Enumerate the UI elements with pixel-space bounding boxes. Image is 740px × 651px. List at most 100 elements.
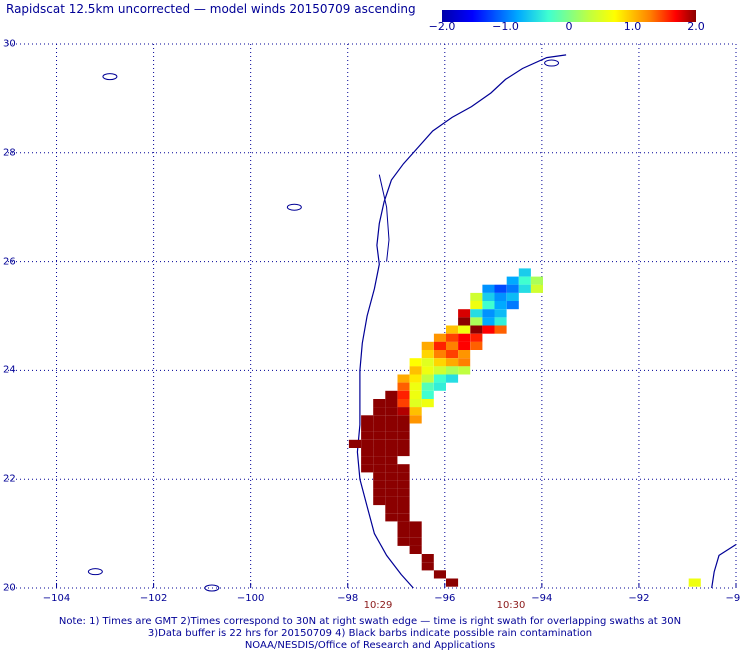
x-tick-label: −96	[434, 593, 456, 604]
wind-diff-cell	[385, 488, 398, 497]
wind-diff-cell	[385, 399, 398, 408]
wind-diff-cell	[494, 284, 507, 293]
wind-diff-cell	[361, 456, 374, 465]
wind-diff-cell	[458, 366, 471, 375]
wind-diff-cell	[470, 317, 483, 326]
wind-diff-cell	[530, 276, 543, 285]
wind-diff-cell	[421, 341, 434, 350]
x-tick-label: −90	[725, 593, 740, 604]
wind-diff-cell	[506, 292, 519, 302]
note-line-1: Note: 1) Times are GMT 2)Times correspon…	[58, 616, 682, 627]
wind-diff-cell	[397, 521, 410, 530]
wind-diff-cell	[409, 382, 422, 391]
wind-diff-cell	[409, 399, 422, 408]
wind-diff-cell	[506, 276, 519, 285]
wind-diff-cell	[421, 554, 434, 563]
wind-diff-cell	[518, 268, 531, 277]
colorbar-tick-label: 1.0	[623, 20, 642, 33]
wind-diff-cell	[361, 431, 374, 440]
wind-diff-cell	[421, 374, 434, 383]
wind-diff-cell	[470, 333, 483, 342]
y-tick-label: 20	[3, 582, 16, 594]
plot-title: Rapidscat 12.5km uncorrected — model win…	[6, 2, 416, 16]
wind-diff-cell	[433, 358, 446, 367]
wind-diff-cell	[409, 521, 422, 530]
wind-diff-cell	[470, 301, 483, 310]
wind-diff-cell	[409, 358, 422, 367]
inland-lake-outline	[102, 73, 118, 81]
wind-diff-cell	[397, 447, 410, 457]
wind-diff-cell	[373, 480, 386, 489]
colorbar	[442, 10, 696, 22]
x-tick-label: −94	[531, 593, 553, 604]
wind-diff-cell	[397, 537, 410, 546]
y-tick-label: 24	[3, 364, 16, 376]
wind-diff-cell	[397, 488, 410, 497]
wind-diff-cell	[482, 309, 495, 318]
wind-diff-cell	[373, 415, 386, 424]
wind-diff-cell	[385, 423, 398, 432]
x-tick-label: −100	[236, 593, 265, 604]
wind-diff-cell	[397, 415, 410, 424]
y-tick-label: 26	[3, 256, 16, 268]
wind-diff-cell	[373, 407, 386, 416]
wind-diff-cell	[397, 464, 410, 473]
wind-diff-cell	[458, 358, 471, 367]
wind-diff-cell	[361, 415, 374, 424]
wind-diff-cell	[494, 317, 507, 326]
note-line-3: NOAA/NESDIS/Office of Research and Appli…	[244, 640, 496, 651]
x-tick-label: −92	[628, 593, 650, 604]
wind-diff-cell	[470, 309, 483, 318]
wind-diff-cell	[373, 439, 386, 448]
wind-diff-cell	[470, 292, 483, 302]
wind-diff-cell	[409, 390, 422, 399]
wind-diff-cell	[409, 415, 422, 424]
wind-diff-cell	[421, 390, 434, 399]
wind-diff-cell	[397, 374, 410, 383]
yucatan-coast	[711, 543, 737, 589]
x-tick-label: −104	[42, 593, 71, 604]
wind-diff-cell	[397, 480, 410, 489]
wind-diff-cell	[446, 374, 459, 383]
wind-diff-cell	[397, 431, 410, 440]
wind-diff-cell	[385, 472, 398, 481]
wind-diff-cell	[373, 488, 386, 497]
wind-diff-cell	[433, 570, 446, 579]
wind-diff-cell	[470, 341, 483, 350]
wind-diff-cell	[385, 407, 398, 416]
wind-diff-cell	[494, 325, 507, 334]
wind-diff-cell	[482, 301, 495, 310]
colorbar-tick-label: −2.0	[428, 20, 456, 33]
wind-diff-cell	[482, 284, 495, 293]
inland-lake-outline	[204, 584, 220, 592]
wind-diff-cell	[373, 423, 386, 432]
wind-diff-cell	[409, 545, 422, 554]
x-tick-label: −98	[337, 593, 359, 604]
wind-diff-cell	[361, 447, 374, 457]
inland-lake-outline	[544, 59, 560, 67]
note-line-2: 3)Data buffer is 22 hrs for 20150709 4) …	[147, 628, 593, 639]
time-label-1029: 10:29	[363, 600, 393, 611]
wind-diff-cell	[385, 464, 398, 473]
wind-diff-cell	[446, 333, 459, 342]
coastline	[356, 54, 567, 589]
colorbar-tick-label: −1.0	[492, 20, 519, 33]
wind-diff-cell	[385, 505, 398, 514]
wind-diff-cell	[385, 390, 398, 399]
time-label-1030: 10:30	[496, 600, 526, 611]
wind-diff-cell	[458, 333, 471, 342]
wind-diff-cell	[373, 456, 386, 465]
wind-diff-cell	[385, 439, 398, 448]
wind-diff-cell	[433, 374, 446, 383]
wind-diff-cell	[409, 374, 422, 383]
wind-diff-cell	[397, 496, 410, 506]
wind-diff-cell	[446, 325, 459, 334]
wind-diff-cell	[373, 399, 386, 408]
wind-diff-cell	[397, 472, 410, 481]
wind-diff-cell	[458, 350, 471, 359]
wind-diff-cell	[494, 292, 507, 302]
wind-diff-cell	[421, 366, 434, 375]
y-tick-label: 30	[3, 38, 16, 50]
y-tick-label: 22	[3, 473, 16, 485]
wind-diff-cell	[385, 415, 398, 424]
